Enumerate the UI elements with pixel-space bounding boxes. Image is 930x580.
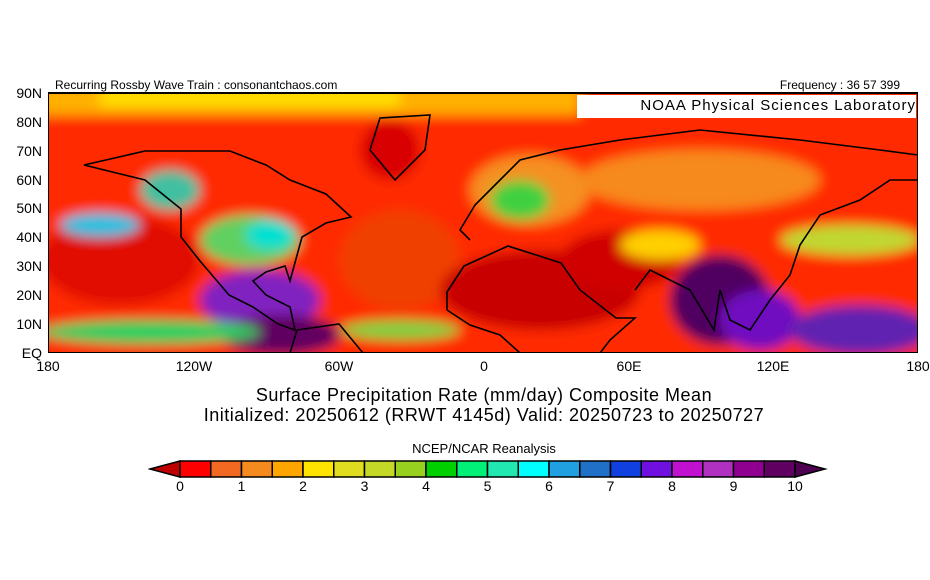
colorbar-tick-label: 9: [729, 478, 738, 494]
colorbar-swatch: [609, 460, 642, 478]
colorbar-tick-label: 0: [176, 478, 184, 494]
colorbar-tick-label: 4: [422, 478, 430, 494]
lat-label: 10N: [16, 316, 42, 332]
lon-label: 120E: [756, 358, 790, 374]
colorbar-under-arrow: [148, 460, 181, 478]
lat-label: 90N: [16, 85, 42, 101]
lat-label: 60N: [16, 172, 42, 188]
lat-label: 30N: [16, 258, 42, 274]
colorbar-tick-label: 10: [787, 478, 803, 494]
lon-label: 180: [36, 358, 60, 374]
colorbar: [148, 460, 828, 478]
lat-label: 70N: [16, 143, 42, 159]
colorbar-swatch: [456, 460, 489, 478]
lon-label: 0: [480, 358, 488, 374]
colorbar-tick-label: 2: [299, 478, 307, 494]
lat-label: 50N: [16, 200, 42, 216]
header-left: Recurring Rossby Wave Train : consonantc…: [55, 78, 338, 92]
colorbar-swatch: [179, 460, 212, 478]
colorbar-swatch: [210, 460, 243, 478]
colorbar-swatch: [333, 460, 366, 478]
colorbar-swatch: [302, 460, 335, 478]
colorbar-tick-label: 3: [360, 478, 369, 494]
colorbar-swatch: [271, 460, 304, 478]
map-frame: [48, 93, 918, 353]
colorbar-swatch: [763, 460, 796, 478]
title-line-1: Surface Precipitation Rate (mm/day) Comp…: [255, 385, 713, 405]
lon-label: 60W: [324, 358, 354, 374]
colorbar-swatch: [394, 460, 427, 478]
colorbar-tick-label: 5: [483, 478, 492, 494]
colorbar-tick-label: 1: [237, 478, 246, 494]
lat-label: EQ: [21, 345, 42, 361]
lat-label: 20N: [16, 287, 42, 303]
colorbar-swatch: [517, 460, 550, 478]
title-line-2: Initialized: 20250612 (RRWT 4145d) Valid…: [203, 405, 765, 425]
lat-label: 80N: [16, 114, 42, 130]
colorbar-swatch: [732, 460, 765, 478]
colorbar-swatch: [640, 460, 673, 478]
colorbar-swatch: [240, 460, 273, 478]
colorbar-tick-label: 8: [668, 478, 676, 494]
header-right: Frequency : 36 57 399: [779, 78, 900, 92]
lon-label: 180: [906, 358, 930, 374]
colorbar-swatch: [363, 460, 396, 478]
colorbar-swatch: [671, 460, 704, 478]
precipitation-map: [48, 93, 918, 353]
lon-label: 60E: [616, 358, 642, 374]
credit-label: NOAA Physical Sciences Laboratory: [577, 95, 916, 118]
colorbar-swatch: [548, 460, 581, 478]
colorbar-tick-label: 6: [545, 478, 553, 494]
lat-label: 40N: [16, 229, 42, 245]
colorbar-source: NCEP/NCAR Reanalysis: [412, 441, 556, 456]
lon-label: 120W: [175, 358, 213, 374]
colorbar-swatch: [702, 460, 735, 478]
colorbar-swatch: [579, 460, 612, 478]
colorbar-over-arrow: [794, 460, 828, 478]
colorbar-tick-label: 7: [606, 478, 615, 494]
colorbar-swatch: [425, 460, 458, 478]
colorbar-swatch: [486, 460, 519, 478]
